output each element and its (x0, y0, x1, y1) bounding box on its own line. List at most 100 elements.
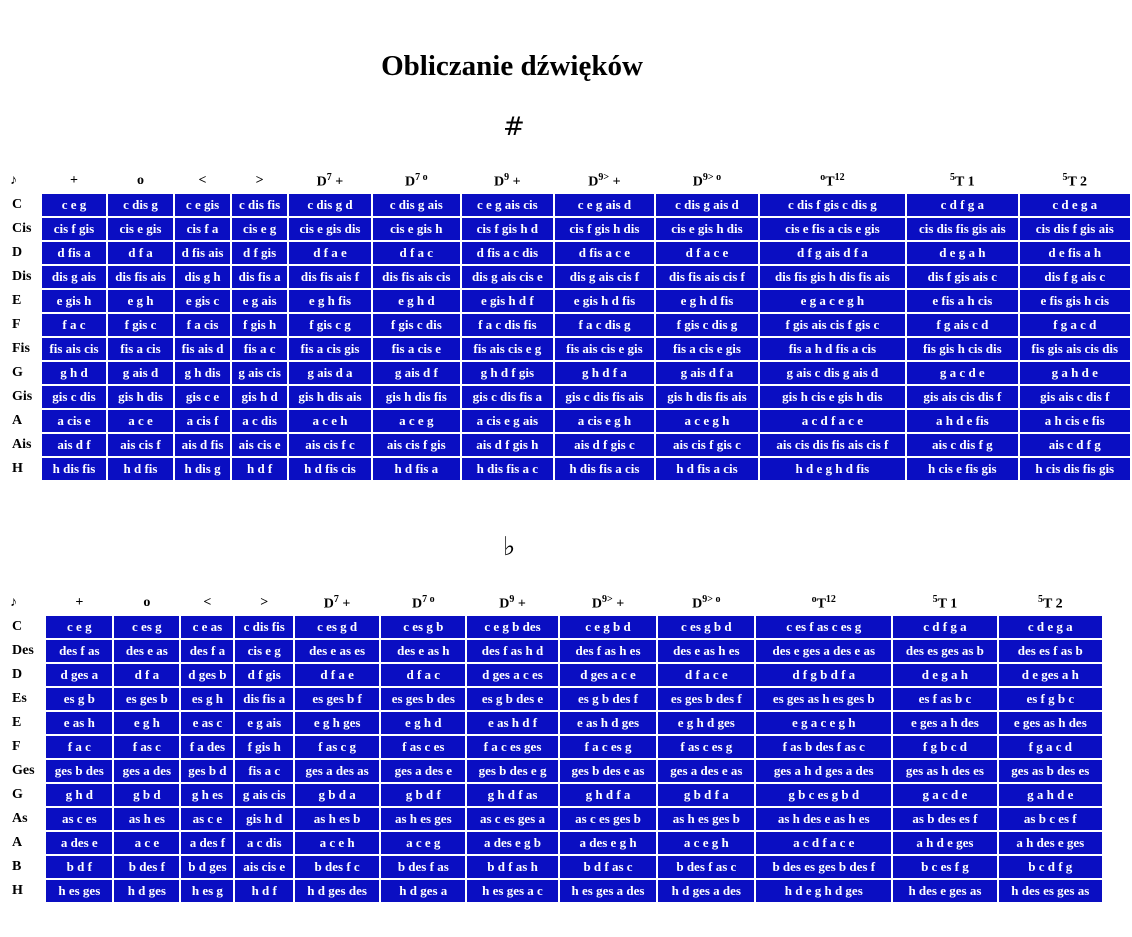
chord-cell: e g h (107, 290, 174, 312)
page-title: Obliczanie dźwięków (381, 50, 643, 82)
chord-cell: dis fis ais f (289, 266, 371, 288)
header-superscript: 9> o (702, 171, 722, 183)
chord-cell: b des es ges b des f (756, 856, 892, 878)
header-suffix: + (338, 596, 351, 612)
chord-cell: c e g (46, 616, 113, 638)
chord-cell: f as c es (381, 736, 466, 758)
chord-cell: h cis e fis gis (907, 458, 1018, 480)
chord-cell: dis fis ais cis (372, 266, 461, 288)
chord-cell: d fis ais (175, 242, 230, 264)
chord-cell: c es g d (295, 616, 380, 638)
row-root-note: F (10, 314, 41, 336)
chord-cell: a des e g b (467, 832, 558, 854)
header-suffix: + (609, 174, 621, 190)
chord-cell: fis a cis gis (289, 338, 371, 360)
chord-cell: des e as es (295, 640, 380, 662)
chord-cell: c e gis (175, 194, 230, 216)
chord-cell: es g b des f (559, 688, 657, 710)
header-main: > (260, 595, 269, 610)
chord-cell: gis h cis e gis h dis (759, 386, 906, 408)
chord-cell: dis g h (175, 266, 230, 288)
chord-cell: h des es ges as (998, 880, 1102, 902)
column-header: D7 o (381, 592, 465, 614)
chord-cell: dis fis a (231, 266, 288, 288)
chord-cell: c es g b d (658, 616, 755, 638)
column-header: 5T 1 (893, 592, 996, 614)
column-header: < (181, 592, 233, 614)
chord-cell: cis dis f gis ais (1019, 218, 1130, 240)
chord-cell: es ges b f (295, 688, 380, 710)
row-root-note: C (10, 616, 45, 638)
chord-cell: c es g (114, 616, 180, 638)
chord-cell: as h es ges (381, 808, 466, 830)
chord-cell: a h d e fis (907, 410, 1018, 432)
chord-cell: gis c e (175, 386, 230, 408)
chord-cell: ges a des e (381, 760, 466, 782)
chord-cell: c dis g d (289, 194, 371, 216)
chord-cell: d ges a c es (467, 664, 558, 686)
chord-cell: a h d e ges (893, 832, 997, 854)
row-root-note: Dis (10, 266, 41, 288)
chord-cell: d f a e (295, 664, 380, 686)
chord-cell: a cis f (175, 410, 230, 432)
chord-cell: des f as h d (467, 640, 558, 662)
chord-cell: cis e g (235, 640, 294, 662)
header-superscript: 9> (598, 171, 610, 183)
chord-cell: f g ais c d (907, 314, 1018, 336)
chord-cell: e g h fis (289, 290, 371, 312)
chord-cell: a des e (46, 832, 113, 854)
row-root-note: G (10, 362, 41, 384)
row-root-note: D (10, 242, 41, 264)
column-header: + (42, 170, 106, 192)
chord-cell: h d ges a des (658, 880, 755, 902)
chord-cell: f gis c dis (372, 314, 461, 336)
chord-cell: f g a c d (998, 736, 1102, 758)
chord-cell: g b c es g b d (756, 784, 892, 806)
chord-cell: fis gis ais cis dis (1019, 338, 1130, 360)
header-main: < (203, 595, 212, 610)
chord-cell: a c e g (381, 832, 466, 854)
chord-cell: b des f as (381, 856, 466, 878)
chord-cell: ais c d f g (1019, 434, 1130, 456)
chord-cell: c d f g a (893, 616, 997, 638)
chord-cell: dis g ais cis f (554, 266, 655, 288)
chord-cell: ais cis dis fis ais cis f (759, 434, 906, 456)
row-root-note: Cis (10, 218, 41, 240)
chord-cell: c e g ais cis (462, 194, 553, 216)
chord-cell: ais cis f c (289, 434, 371, 456)
chord-cell: fis ais cis e g (462, 338, 553, 360)
chord-cell: g ais cis (231, 362, 288, 384)
chord-cell: f a c dis fis (462, 314, 553, 336)
chord-cell: d e ges a h (998, 664, 1102, 686)
chord-cell: h dis fis a cis (554, 458, 655, 480)
column-header: D9> o (658, 592, 754, 614)
chord-cell: f g a c d (1019, 314, 1130, 336)
column-header: D7 o (373, 170, 460, 192)
header-main: + (75, 595, 84, 610)
chord-cell: gis ais cis dis f (907, 386, 1018, 408)
chord-cell: ges a h d ges a des (756, 760, 892, 782)
header-suffix: + (509, 174, 521, 190)
chord-cell: gis h dis (107, 386, 174, 408)
chord-cell: cis e gis h (372, 218, 461, 240)
chord-cell: des es ges as b (893, 640, 997, 662)
chord-cell: b d f as h (467, 856, 558, 878)
chord-cell: g ais c dis g ais d (759, 362, 906, 384)
chord-cell: e gis h d fis (554, 290, 655, 312)
chord-cell: cis e g (231, 218, 288, 240)
row-root-note: F (10, 736, 45, 758)
chord-cell: e as h d f (467, 712, 558, 734)
chord-cell: as c e (181, 808, 234, 830)
header-prefix: 5 (1037, 593, 1043, 605)
chord-cell: c es f as c es g (756, 616, 892, 638)
chord-cell: a des f (181, 832, 234, 854)
